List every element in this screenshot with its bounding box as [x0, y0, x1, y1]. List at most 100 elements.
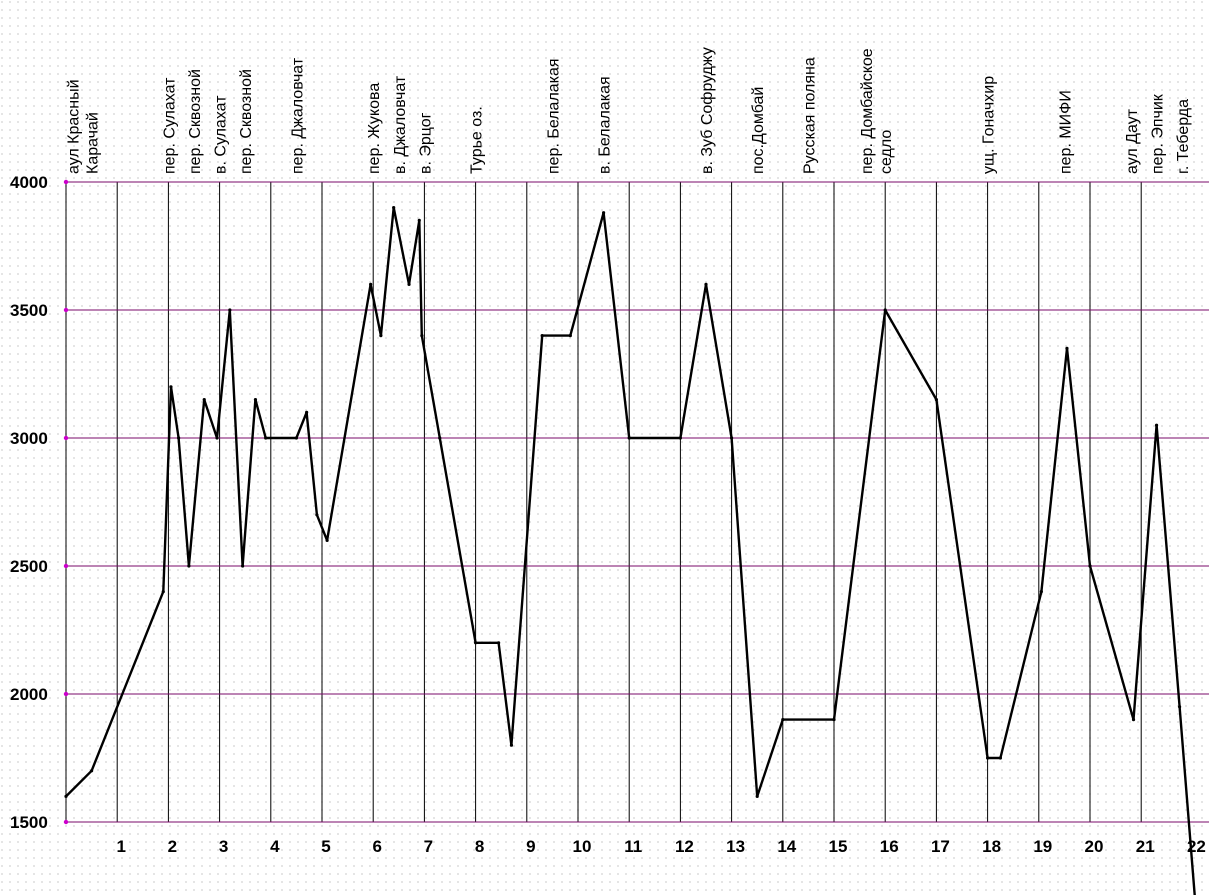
data-point [161, 590, 165, 594]
data-point [325, 538, 329, 543]
data-point [568, 334, 572, 338]
data-point [730, 436, 734, 440]
place-label: Турье оз. [469, 106, 486, 174]
place-label: пер. Джаловчат [289, 57, 306, 174]
y-tick-dot [63, 307, 69, 313]
y-tick-label: 2000 [10, 685, 48, 704]
x-tick-label: 4 [270, 837, 280, 856]
data-point [1039, 590, 1043, 594]
data-point [627, 436, 631, 440]
data-point [1131, 718, 1136, 722]
data-point [474, 641, 478, 645]
data-point [420, 334, 424, 338]
place-label: пер. Белалакая [545, 58, 562, 174]
place-label: ущ. Гоначхир [981, 76, 998, 174]
place-label: пер. Сквозной [187, 69, 204, 174]
x-tick-label: 1 [116, 837, 125, 856]
x-tick-label: 11 [624, 837, 642, 856]
plot-area [64, 206, 1196, 895]
y-tick-label: 1500 [10, 813, 48, 832]
y-tick-dot [63, 563, 69, 569]
data-point [202, 398, 206, 402]
data-point [369, 282, 373, 286]
place-label: в. Джаловчат [392, 75, 409, 174]
x-tick-label: 5 [321, 837, 330, 856]
x-tick-label: 12 [675, 837, 694, 856]
data-point [1154, 423, 1159, 427]
data-point [497, 641, 501, 645]
place-label: пер. МИФИ [1057, 90, 1074, 174]
x-tick-label: 22 [1187, 837, 1206, 856]
x-tick-label: 20 [1085, 837, 1104, 856]
data-point [64, 794, 68, 799]
data-point [187, 564, 191, 568]
y-axis-ticks: 1500 2000 2500 3000 3500 4000 [10, 173, 69, 832]
data-point [678, 436, 683, 440]
data-point [417, 218, 421, 222]
place-label: Карачай [85, 112, 102, 174]
x-tick-label: 3 [219, 837, 228, 856]
data-point [228, 308, 232, 312]
place-label: седло [878, 130, 895, 174]
data-point [241, 564, 245, 568]
data-point [509, 743, 514, 747]
place-label: в. Белалакая [597, 76, 614, 174]
place-label: Русская поляна [801, 57, 818, 174]
place-labels: аул Красный Карачай пер. Сулахат пер. Сквоз… [66, 47, 1193, 174]
x-tick-label: 9 [526, 837, 535, 856]
y-tick-dot [63, 179, 69, 185]
x-tick-label: 19 [1033, 837, 1052, 856]
y-tick-dot [63, 819, 69, 825]
data-point [832, 718, 836, 722]
place-label: пер. Жукова [366, 83, 383, 174]
data-point [90, 769, 94, 773]
data-point [986, 756, 990, 760]
data-point [294, 436, 298, 440]
data-point [253, 398, 258, 402]
data-point [704, 282, 708, 286]
place-label: в. Эрцог [417, 112, 434, 174]
place-label: пер. Сквозной [238, 69, 255, 174]
x-tick-label: 7 [424, 837, 433, 856]
data-point [438, 436, 442, 440]
y-tick-dot [63, 435, 69, 441]
data-point [392, 206, 396, 210]
data-point [1178, 705, 1182, 709]
x-tick-label: 6 [372, 837, 381, 856]
place-label: аул Даут [1124, 108, 1141, 174]
data-point [215, 436, 219, 440]
place-label: в. Сулахат [213, 95, 230, 174]
data-point [755, 794, 759, 799]
data-point [315, 513, 319, 517]
y-tick-label: 2500 [10, 557, 48, 576]
data-point [177, 436, 181, 440]
y-tick-dot [63, 691, 69, 697]
place-label: пер. Сулахат [161, 77, 178, 174]
y-tick-label: 3000 [10, 429, 48, 448]
place-label: пер. Домбайское [859, 48, 876, 174]
data-point [264, 436, 268, 440]
place-label: аул Красный [66, 79, 83, 174]
y-tick-label: 3500 [10, 301, 48, 320]
data-point [379, 334, 383, 338]
data-point [1065, 346, 1069, 350]
data-point [540, 334, 544, 338]
x-tick-label: 14 [777, 837, 796, 856]
x-tick-label: 21 [1136, 837, 1155, 856]
data-point [781, 718, 785, 722]
data-point [407, 282, 411, 286]
x-axis-ticks: 1 2 3 4 5 6 7 8 9 10 11 12 13 14 15 16 17 18 19 20 21 22 [116, 837, 1205, 856]
x-tick-label: 13 [726, 837, 745, 856]
data-point [169, 385, 173, 389]
x-tick-label: 16 [880, 837, 899, 856]
x-tick-label: 17 [931, 837, 950, 856]
data-point [1088, 564, 1092, 568]
data-point [883, 308, 887, 312]
x-tick-label: 2 [168, 837, 177, 856]
place-label: в. Зуб Софруджу [699, 47, 716, 174]
data-point [602, 211, 606, 215]
x-tick-label: 15 [829, 837, 848, 856]
y-tick-label: 4000 [10, 173, 48, 192]
